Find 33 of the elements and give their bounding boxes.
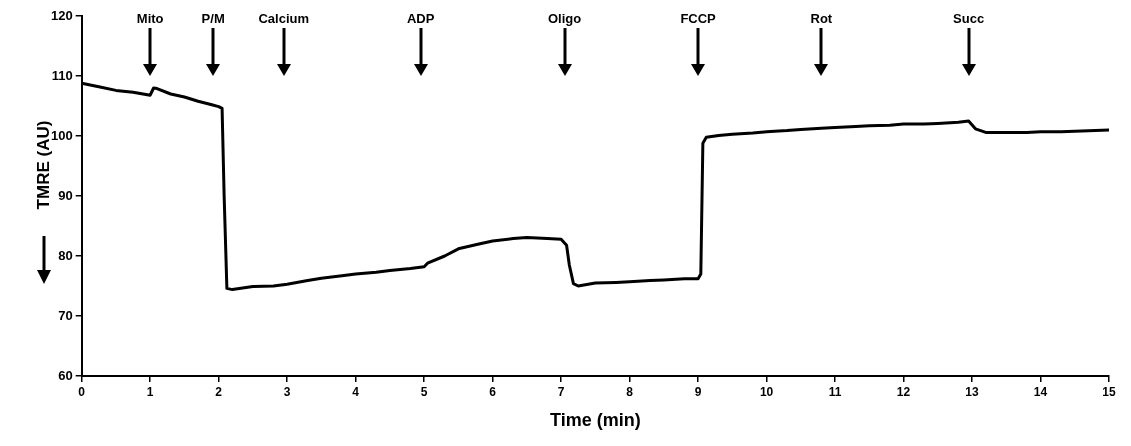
x-tick-label: 5 [420,384,428,399]
y-tick-label: 60 [58,367,73,383]
y-tick-label: 90 [58,187,73,203]
x-tick-label: 9 [694,384,702,399]
ref-line-label: FCCP [680,11,717,27]
x-tick-label: 8 [626,384,634,399]
x-tick-label: 13 [965,384,980,399]
x-tick-label: 1 [146,384,154,399]
ref-line-label: Mito [136,11,164,27]
x-tick-label: 0 [78,384,86,399]
x-tick-label: 7 [557,384,565,399]
x-tick-label: 2 [215,384,223,399]
y-tick-label: 100 [50,127,73,143]
x-tick-label: 12 [896,384,911,399]
x-tick-label: 3 [283,384,291,399]
x-tick-label: 10 [759,384,774,399]
y-tick-label: 80 [58,247,73,263]
ref-line-label: ADP [406,11,435,27]
x-tick-label: 6 [489,384,497,399]
y-tick-label: 120 [50,7,73,23]
x-tick-label: 4 [352,384,360,399]
ref-line-label: Calcium [258,11,310,27]
y-axis-title: TMRE (AU) [33,120,53,210]
ref-line-label: Oligo [547,11,582,27]
x-tick-label: 14 [1033,384,1048,399]
ref-line-label: P/M [201,11,225,27]
x-tick-label: 15 [1102,384,1116,399]
ref-line-label: Rot [810,11,833,27]
ref-line-label: Succ [953,11,985,27]
x-tick-label: 11 [828,384,842,399]
x-axis-title: Time (min) [550,410,641,431]
y-tick-label: 110 [51,67,73,83]
y-tick-label: 70 [58,307,73,323]
